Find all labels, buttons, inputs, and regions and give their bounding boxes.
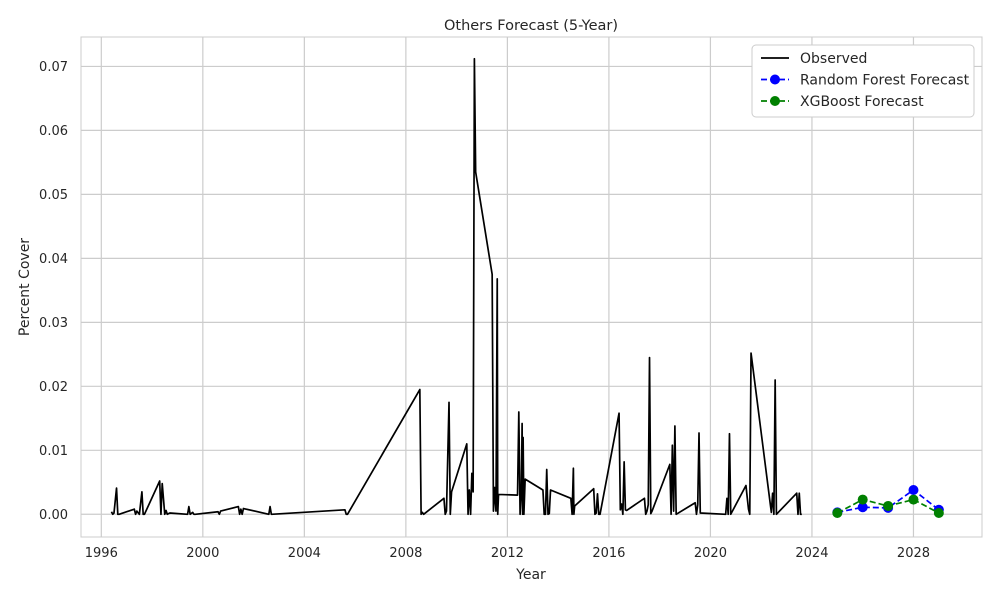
y-tick-label: 0.07 bbox=[39, 60, 68, 75]
plot-series bbox=[110, 57, 944, 519]
legend-observed: Observed bbox=[761, 51, 867, 67]
x-tick-label: 2000 bbox=[186, 546, 219, 561]
legend-label: Random Forest Forecast bbox=[800, 73, 970, 89]
random-forest-point bbox=[857, 502, 868, 513]
y-tick-label: 0.00 bbox=[39, 508, 68, 523]
xgboost-point bbox=[908, 494, 919, 505]
plot-frame bbox=[80, 36, 983, 538]
x-tick-label: 2020 bbox=[694, 546, 727, 561]
xgboost-point bbox=[857, 494, 868, 505]
x-tick-label: 2016 bbox=[592, 546, 625, 561]
legend-label: Observed bbox=[800, 51, 867, 67]
legend-swatch-marker bbox=[770, 96, 780, 106]
legend-entries: Observed Random Forest Forecast XGBoost Fo… bbox=[761, 51, 970, 110]
y-tick-label: 0.02 bbox=[39, 380, 68, 395]
x-tick-label: 2004 bbox=[288, 546, 321, 561]
x-tick-label: 2024 bbox=[795, 546, 828, 561]
legend: Observed Random Forest Forecast XGBoost Fo… bbox=[751, 44, 975, 118]
legend-xgboost: XGBoost Forecast bbox=[761, 94, 924, 110]
random-forest-point bbox=[908, 484, 919, 495]
x-tick-label: 1996 bbox=[85, 546, 118, 561]
chart-title: Others Forecast (5-Year) bbox=[444, 18, 618, 34]
x-tick-label: 2028 bbox=[897, 546, 930, 561]
x-axis-ticks: 1996 2000 2004 2008 2012 2016 2020 2024 2028 bbox=[85, 546, 930, 561]
grid-lines bbox=[81, 37, 982, 537]
xgboost-point bbox=[933, 508, 944, 519]
x-tick-label: 2008 bbox=[389, 546, 422, 561]
y-tick-label: 0.05 bbox=[39, 188, 68, 203]
random-forest-series-line bbox=[837, 489, 940, 514]
legend-random-forest: Random Forest Forecast bbox=[761, 73, 970, 89]
x-axis-label: Year bbox=[515, 567, 546, 583]
y-tick-label: 0.04 bbox=[39, 252, 68, 267]
xgboost-point bbox=[883, 500, 894, 511]
legend-label: XGBoost Forecast bbox=[800, 94, 924, 110]
y-axis-label: Percent Cover bbox=[17, 238, 33, 336]
y-tick-label: 0.06 bbox=[39, 124, 68, 139]
legend-box bbox=[751, 44, 975, 118]
y-tick-label: 0.03 bbox=[39, 316, 68, 331]
y-axis-ticks: 0.00 0.01 0.02 0.03 0.04 0.05 0.06 0.07 bbox=[39, 60, 68, 523]
observed-series-line bbox=[110, 57, 802, 516]
x-tick-label: 2012 bbox=[491, 546, 524, 561]
xgboost-point bbox=[832, 508, 843, 519]
y-tick-label: 0.01 bbox=[39, 444, 68, 459]
legend-swatch-marker bbox=[770, 74, 780, 85]
